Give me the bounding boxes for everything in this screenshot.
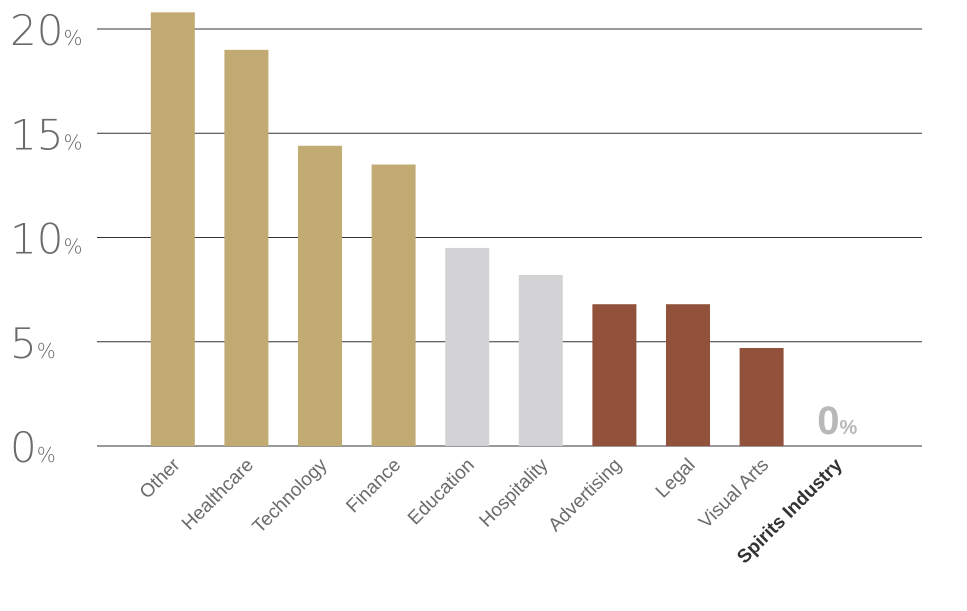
x-tick-label: Advertising xyxy=(545,455,626,536)
x-tick-label: Legal xyxy=(652,455,700,503)
bar xyxy=(666,304,710,446)
bar xyxy=(150,12,195,446)
bar xyxy=(739,348,784,446)
bar xyxy=(298,145,342,446)
bar xyxy=(371,164,416,446)
bar xyxy=(224,49,269,446)
y-tick-label: 5% xyxy=(10,319,56,368)
x-tick-label: Other xyxy=(136,454,185,503)
x-tick-label: Visual Arts xyxy=(695,455,773,533)
y-tick-label: 0% xyxy=(10,423,56,472)
bar xyxy=(445,247,490,446)
bar xyxy=(518,275,563,446)
value-label: 0% xyxy=(817,399,857,443)
x-tick-label: Technology xyxy=(249,454,332,537)
x-tick-label: Education xyxy=(404,455,479,530)
bar xyxy=(592,304,637,446)
y-tick-label: 10% xyxy=(10,215,82,264)
x-tick-label: Healthcare xyxy=(178,455,258,535)
y-tick-label: 20% xyxy=(10,6,82,55)
y-tick-label: 15% xyxy=(10,110,82,159)
x-tick-label: Finance xyxy=(342,455,405,518)
x-tick-label: Hospitality xyxy=(476,454,553,531)
